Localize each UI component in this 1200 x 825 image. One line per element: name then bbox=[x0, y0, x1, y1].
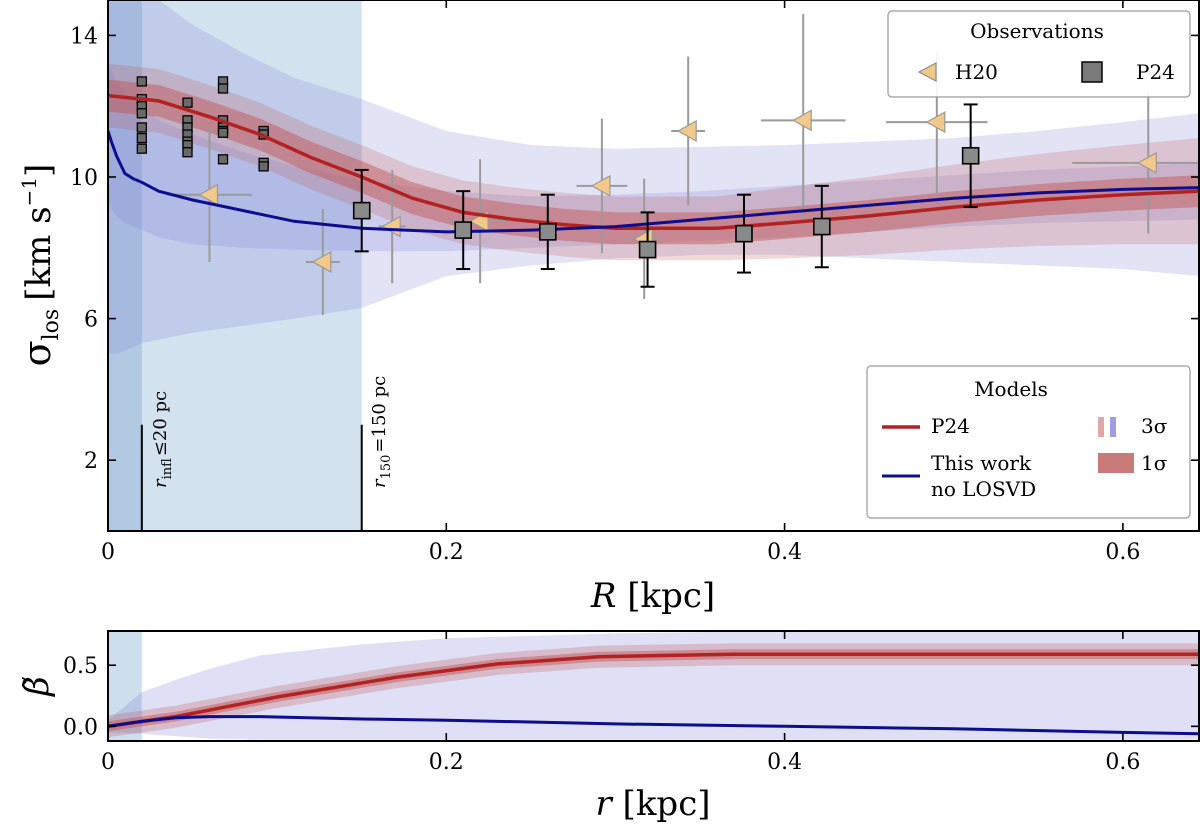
bottom-x-tick-label: 0.6 bbox=[1105, 750, 1140, 775]
h20-marker bbox=[1137, 151, 1157, 174]
3sigma-legend-swatch-blue bbox=[1110, 417, 1116, 437]
p24-inner-marker bbox=[217, 127, 229, 138]
bottom-plot-frame bbox=[107, 630, 1200, 742]
top-x-tick-label: 0.2 bbox=[429, 540, 464, 565]
p24-1sigma-band bbox=[108, 79, 1199, 245]
p24-marker bbox=[638, 240, 657, 259]
bottom-plot-background bbox=[108, 631, 1199, 741]
h20-legend-marker bbox=[917, 62, 937, 82]
p24-inner-marker bbox=[136, 122, 147, 133]
models-legend-box bbox=[866, 365, 1191, 519]
p24-inner-marker bbox=[136, 132, 147, 144]
bottom-y-axis-label: β̃ bbox=[17, 676, 57, 698]
p24-point bbox=[538, 193, 557, 271]
no-losvd-legend-label: no LOSVD bbox=[931, 477, 1036, 501]
p24-legend-label: P24 bbox=[1136, 60, 1175, 84]
this-work-3sigma-band bbox=[108, 0, 1199, 354]
h20-marker bbox=[198, 183, 219, 206]
bottom-y-tick-label: 0.0 bbox=[63, 715, 98, 740]
top-y-axis-label: σlos[km s−1] bbox=[15, 164, 64, 367]
h20-marker bbox=[791, 109, 812, 132]
3sigma-legend-swatch-red bbox=[1098, 417, 1104, 437]
p24-inner-marker bbox=[182, 97, 193, 108]
bottom-x-tick-label: 0.2 bbox=[429, 750, 464, 775]
h20-legend-label: H20 bbox=[955, 60, 998, 84]
p24-marker bbox=[352, 201, 371, 220]
bottom-x-tick-label: 0 bbox=[101, 750, 115, 775]
1sigma-legend-swatch bbox=[1098, 453, 1134, 473]
p24-inner-marker bbox=[136, 76, 147, 87]
top-x-tick-label: 0.4 bbox=[767, 540, 802, 565]
observations-legend-title: Observations bbox=[970, 19, 1104, 43]
bottom-x-tick-label: 0.4 bbox=[767, 750, 802, 775]
h20-marker bbox=[676, 119, 697, 142]
h20-marker bbox=[380, 215, 401, 238]
top-y-tick-label: 14 bbox=[70, 24, 98, 49]
h20-point bbox=[576, 118, 628, 254]
h20-marker bbox=[590, 174, 611, 197]
top-y-tick-label: 2 bbox=[84, 449, 98, 474]
p24-point bbox=[352, 168, 371, 253]
this-work-1sigma-band bbox=[108, 60, 1199, 252]
p24-inner-marker bbox=[258, 161, 269, 172]
p24-point bbox=[454, 190, 473, 271]
p24-legend-marker bbox=[1081, 61, 1103, 83]
top-plot-frame bbox=[107, 0, 1200, 532]
p24-marker bbox=[454, 221, 473, 239]
observations-legend: Observations H20 P24 bbox=[887, 10, 1191, 98]
bottom-this-work-line bbox=[108, 715, 1199, 736]
top-x-tick-label: 0.6 bbox=[1105, 540, 1140, 565]
p24-model-line bbox=[108, 93, 1199, 231]
h20-point bbox=[305, 208, 340, 316]
p24-inner-marker bbox=[136, 108, 147, 119]
p24-point bbox=[961, 103, 980, 209]
p24-model-legend-label: P24 bbox=[931, 414, 970, 438]
bottom-panel: 0 0.2 0.4 0.6 0.0 0.5 β̃ r [kpc] bbox=[17, 630, 1200, 824]
p24-point bbox=[735, 193, 753, 274]
bottom-x-axis-label: r [kpc] bbox=[595, 784, 710, 824]
p24-inner-marker bbox=[217, 83, 229, 94]
models-legend-title: Models bbox=[974, 377, 1048, 401]
p24-point bbox=[813, 184, 831, 269]
h20-observations bbox=[167, 14, 1199, 316]
h20-point bbox=[760, 14, 846, 227]
top-panel: rinfl≤20 pc r150=150 pc 0 0.2 0.4 0.6 2 6 10 14… bbox=[15, 0, 1200, 616]
top-x-tick-label: 0 bbox=[101, 540, 115, 565]
bottom-y-tick-label: 0.5 bbox=[63, 654, 98, 679]
top-y-tick-label: 6 bbox=[84, 308, 98, 333]
top-x-axis-label: R [kpc] bbox=[590, 576, 715, 616]
rinfl-annotation: rinfl≤20 pc bbox=[150, 391, 175, 488]
p24-inner-marker bbox=[136, 143, 147, 154]
r150-annotation: r150=150 pc bbox=[369, 376, 394, 488]
p24-inner-marker bbox=[182, 147, 193, 158]
1sigma-legend-label: 1σ bbox=[1141, 451, 1168, 475]
this-work-legend-label: This work bbox=[931, 451, 1032, 475]
p24-marker bbox=[735, 224, 753, 243]
bottom-p24-line bbox=[108, 652, 1199, 729]
models-legend: Models P24 This work no LOSVD 3σ 1σ bbox=[866, 365, 1191, 519]
p24-point bbox=[638, 211, 657, 288]
bottom-this-work-band bbox=[108, 631, 1199, 740]
p24-marker bbox=[961, 146, 980, 165]
rinfl-shaded-region bbox=[108, 0, 142, 531]
bottom-axis-ticks: 0 0.2 0.4 0.6 0.0 0.5 bbox=[63, 631, 1199, 775]
p24-marker bbox=[538, 223, 557, 241]
h20-point bbox=[671, 56, 706, 206]
h20-marker bbox=[311, 250, 332, 273]
top-axis-ticks: 0 0.2 0.4 0.6 2 6 10 14 bbox=[70, 0, 1199, 565]
p24-observations bbox=[352, 103, 980, 288]
p24-inner-marker bbox=[217, 154, 229, 165]
h20-marker bbox=[925, 111, 946, 134]
top-y-tick-label: 10 bbox=[70, 166, 98, 191]
3sigma-legend-label: 3σ bbox=[1141, 414, 1168, 438]
observations-legend-box bbox=[887, 10, 1191, 98]
p24-marker bbox=[813, 217, 831, 236]
h20-point bbox=[167, 127, 252, 262]
